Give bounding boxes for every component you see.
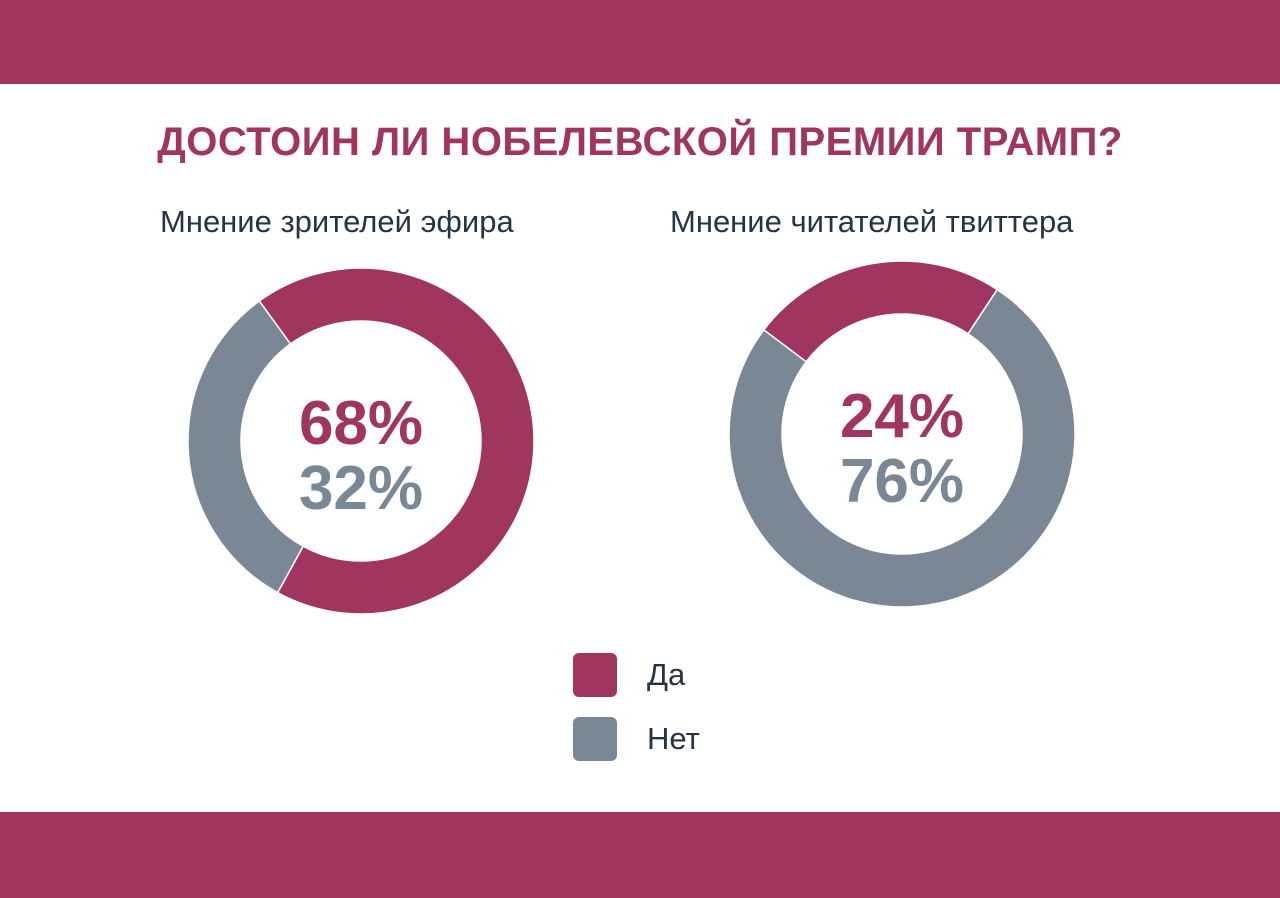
- donut-slice-no: [187, 299, 305, 594]
- donut-label-no: 32%: [299, 454, 423, 523]
- chart-subtitle-twitter: Мнение читателей твиттера: [670, 204, 1074, 239]
- donut-slice-no: [728, 288, 1076, 608]
- donut-label-no: 76%: [840, 447, 964, 516]
- bottom-banner: [0, 812, 1280, 898]
- legend-swatch-no: [573, 717, 617, 761]
- donut-slice-yes: [762, 260, 999, 363]
- donut-label-yes: 68%: [299, 389, 423, 458]
- legend-swatch-yes: [573, 653, 617, 697]
- top-banner: [0, 0, 1280, 84]
- chart-title: ДОСТОИН ЛИ НОБЕЛЕВСКОЙ ПРЕМИИ ТРАМП?: [157, 120, 1123, 164]
- donut-chart-viewers: 68% 32%: [187, 267, 535, 615]
- chart-subtitle-viewers: Мнение зрителей эфира: [160, 204, 514, 239]
- donut-chart-twitter: 24% 76%: [728, 260, 1076, 608]
- legend-label-yes: Да: [647, 657, 686, 692]
- donut-slice-yes: [258, 267, 535, 615]
- legend: Да Нет: [573, 652, 700, 780]
- legend-label-no: Нет: [647, 721, 700, 756]
- legend-item-yes: Да: [573, 652, 700, 698]
- legend-item-no: Нет: [573, 716, 700, 762]
- donut-label-yes: 24%: [840, 382, 964, 451]
